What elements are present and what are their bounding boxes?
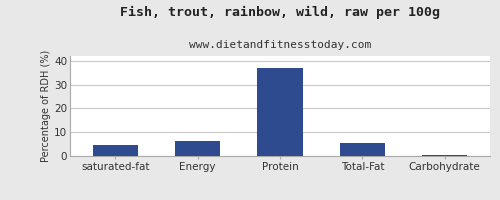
Bar <box>340 143 385 156</box>
Bar <box>422 155 468 156</box>
Bar <box>92 145 138 156</box>
Text: Fish, trout, rainbow, wild, raw per 100g: Fish, trout, rainbow, wild, raw per 100g <box>120 6 440 19</box>
Bar <box>258 68 302 156</box>
Text: www.dietandfitnesstoday.com: www.dietandfitnesstoday.com <box>189 40 371 50</box>
Y-axis label: Percentage of RDH (%): Percentage of RDH (%) <box>42 50 51 162</box>
Bar <box>175 141 220 156</box>
